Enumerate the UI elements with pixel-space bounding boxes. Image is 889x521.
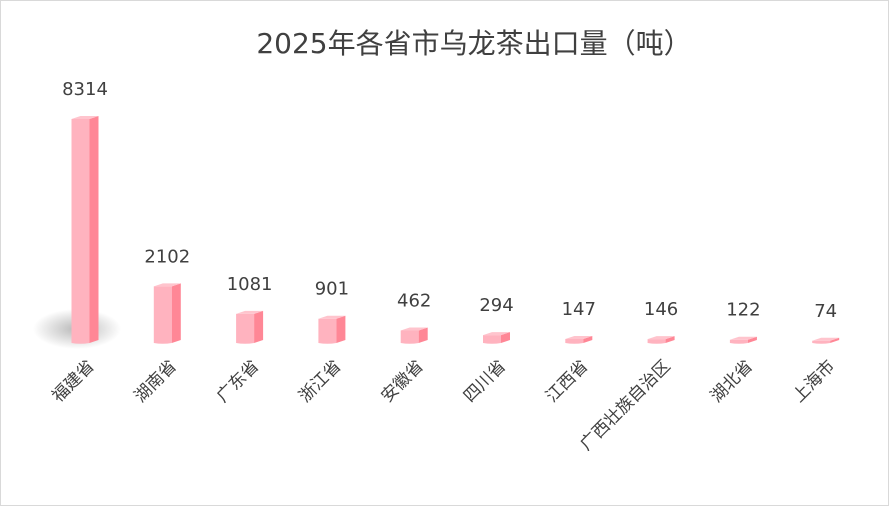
chart-title: 2025年各省市乌龙茶出口量（吨） <box>256 27 691 60</box>
x-tick-label: 浙江省 <box>295 356 345 406</box>
bar-9-front <box>729 339 748 344</box>
bar-3-top <box>236 310 264 314</box>
bar-1-front <box>71 119 90 344</box>
bar-9-side <box>747 336 757 343</box>
bar-4-side <box>336 315 346 343</box>
bar-5-top <box>400 327 428 331</box>
bar-3-side <box>254 310 264 343</box>
data-labels-group: 8314 2102 1081 901 462 294 147 146 122 74 <box>62 79 837 322</box>
bar-7-top <box>565 336 593 340</box>
data-label: 901 <box>315 279 349 300</box>
data-label: 1081 <box>227 274 273 295</box>
x-tick-label: 广东省 <box>213 356 263 406</box>
bar-6-side <box>501 332 510 343</box>
bar-6-front <box>483 335 501 344</box>
bar-6-top <box>483 332 510 336</box>
bar-4-front <box>318 318 337 344</box>
bar-7-side <box>583 336 593 343</box>
bar-10-front <box>812 340 831 344</box>
x-tick-label: 四川省 <box>460 356 510 406</box>
data-label: 2102 <box>144 246 190 267</box>
bar-3-front <box>236 313 255 344</box>
bar-5-front <box>400 330 419 344</box>
data-label: 462 <box>397 291 431 312</box>
data-label: 122 <box>726 300 760 321</box>
bar-8-front <box>647 339 666 344</box>
bar-chart: 2025年各省市乌龙茶出口量（吨） 8314 2102 1081 901 462 294 1… <box>33 27 840 455</box>
bar-10-side <box>830 337 840 343</box>
bar-5-side <box>418 327 428 343</box>
data-label: 294 <box>479 295 513 316</box>
data-label: 8314 <box>62 79 108 100</box>
bar-10-top <box>812 337 840 341</box>
x-tick-label: 上海市 <box>789 356 839 406</box>
bar-2-top <box>153 283 181 287</box>
chart-frame: 2025年各省市乌龙茶出口量（吨） 8314 2102 1081 901 462 294 1… <box>0 0 889 506</box>
bar-4-top <box>318 315 346 319</box>
bar-7-front <box>565 339 584 344</box>
bar-2-side <box>171 283 181 343</box>
bar-1-side <box>89 116 99 343</box>
x-tick-label: 福建省 <box>48 356 98 406</box>
bar-9-top <box>729 336 757 340</box>
data-label: 74 <box>814 301 837 322</box>
data-label: 146 <box>644 299 678 320</box>
bars-group <box>33 116 840 349</box>
x-tick-label: 江西省 <box>542 356 592 406</box>
x-tick-label: 安徽省 <box>378 356 428 406</box>
bar-1-top <box>71 116 99 119</box>
x-tick-label: 湖南省 <box>131 356 181 406</box>
bar-8-top <box>647 336 675 340</box>
data-label: 147 <box>562 299 596 320</box>
x-tick-label: 湖北省 <box>707 356 757 406</box>
bar-2-front <box>153 286 172 344</box>
bar-8-side <box>665 336 675 343</box>
